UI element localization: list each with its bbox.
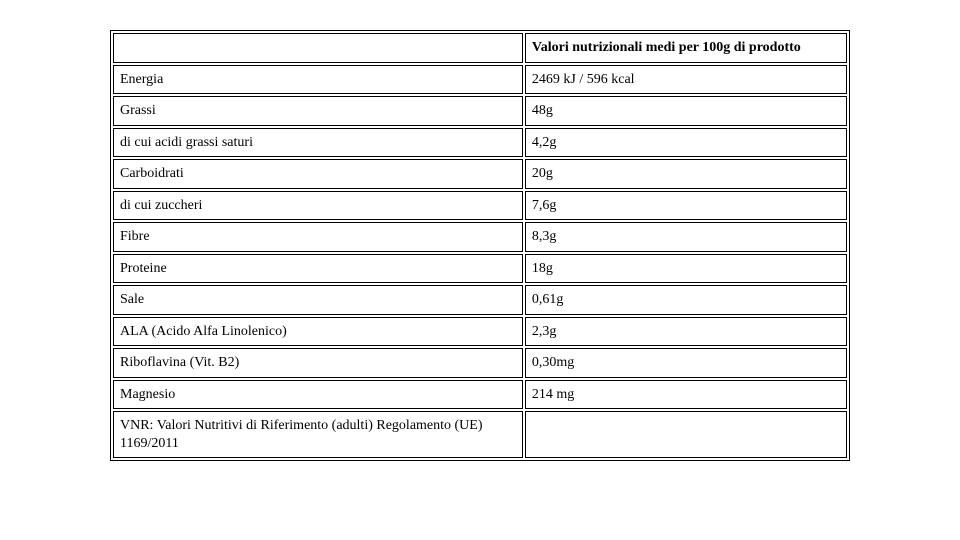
table-row: Riboflavina (Vit. B2) 0,30mg bbox=[113, 348, 847, 378]
cell-label: Magnesio bbox=[113, 380, 523, 410]
cell-label: Sale bbox=[113, 285, 523, 315]
table-body: Energia 2469 kJ / 596 kcal Grassi 48g di… bbox=[113, 65, 847, 459]
cell-label: Grassi bbox=[113, 96, 523, 126]
cell-value: 0,61g bbox=[525, 285, 847, 315]
table-row: Fibre 8,3g bbox=[113, 222, 847, 252]
table-row: Grassi 48g bbox=[113, 96, 847, 126]
cell-label: di cui zuccheri bbox=[113, 191, 523, 221]
header-value: Valori nutrizionali medi per 100g di pro… bbox=[525, 33, 847, 63]
cell-value: 2,3g bbox=[525, 317, 847, 347]
cell-value: 18g bbox=[525, 254, 847, 284]
table-row: ALA (Acido Alfa Linolenico) 2,3g bbox=[113, 317, 847, 347]
cell-label: Fibre bbox=[113, 222, 523, 252]
cell-label: di cui acidi grassi saturi bbox=[113, 128, 523, 158]
table-row: Sale 0,61g bbox=[113, 285, 847, 315]
cell-label: ALA (Acido Alfa Linolenico) bbox=[113, 317, 523, 347]
cell-label: Carboidrati bbox=[113, 159, 523, 189]
cell-value: 4,2g bbox=[525, 128, 847, 158]
table-row: Energia 2469 kJ / 596 kcal bbox=[113, 65, 847, 95]
cell-value: 214 mg bbox=[525, 380, 847, 410]
cell-value bbox=[525, 411, 847, 458]
cell-value: 0,30mg bbox=[525, 348, 847, 378]
table-row: di cui zuccheri 7,6g bbox=[113, 191, 847, 221]
cell-value: 48g bbox=[525, 96, 847, 126]
table-row: Proteine 18g bbox=[113, 254, 847, 284]
cell-value: 20g bbox=[525, 159, 847, 189]
table-row: VNR: Valori Nutritivi di Riferimento (ad… bbox=[113, 411, 847, 458]
cell-label: Riboflavina (Vit. B2) bbox=[113, 348, 523, 378]
table-row: di cui acidi grassi saturi 4,2g bbox=[113, 128, 847, 158]
page-container: Valori nutrizionali medi per 100g di pro… bbox=[0, 0, 960, 461]
cell-value: 7,6g bbox=[525, 191, 847, 221]
table-header: Valori nutrizionali medi per 100g di pro… bbox=[113, 33, 847, 63]
cell-value: 8,3g bbox=[525, 222, 847, 252]
table-row: Carboidrati 20g bbox=[113, 159, 847, 189]
cell-value: 2469 kJ / 596 kcal bbox=[525, 65, 847, 95]
table-row: Magnesio 214 mg bbox=[113, 380, 847, 410]
cell-label: Energia bbox=[113, 65, 523, 95]
cell-label: Proteine bbox=[113, 254, 523, 284]
nutrition-table: Valori nutrizionali medi per 100g di pro… bbox=[110, 30, 850, 461]
table-header-row: Valori nutrizionali medi per 100g di pro… bbox=[113, 33, 847, 63]
cell-label: VNR: Valori Nutritivi di Riferimento (ad… bbox=[113, 411, 523, 458]
header-label bbox=[113, 33, 523, 63]
